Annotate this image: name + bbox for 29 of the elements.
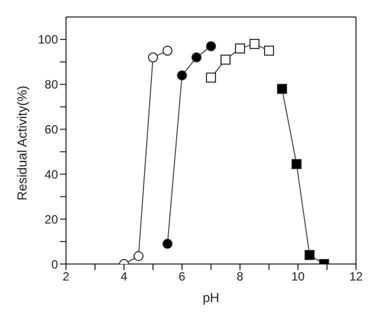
point <box>134 251 144 262</box>
x-tick-label: 2 <box>62 270 70 284</box>
y-tick-label: 0 <box>51 257 58 272</box>
y-tick-label: 60 <box>44 122 58 137</box>
x-tick-label: 10 <box>291 270 305 284</box>
y-axis-title: Residual Activity(%) <box>14 86 30 200</box>
x-axis-title: pH <box>202 290 220 305</box>
point <box>264 46 274 56</box>
point <box>162 238 172 249</box>
y-tick-label: 20 <box>44 212 58 226</box>
point <box>192 52 202 62</box>
point <box>220 54 230 65</box>
y-tick-label: 100 <box>38 32 58 47</box>
point <box>292 159 302 170</box>
point <box>235 43 245 54</box>
point <box>162 46 172 56</box>
point <box>304 250 315 260</box>
y-tick-label: 80 <box>44 78 58 92</box>
x-tick-label: 8 <box>236 270 244 284</box>
point <box>148 52 158 62</box>
x-tick-label: 12 <box>349 270 363 284</box>
point <box>206 72 216 83</box>
point <box>277 84 288 94</box>
point <box>206 41 216 52</box>
point <box>177 70 187 80</box>
x-tick-label: 4 <box>120 270 128 284</box>
y-tick-label: 40 <box>44 167 58 182</box>
x-tick-label: 6 <box>178 270 186 284</box>
point <box>250 38 260 49</box>
